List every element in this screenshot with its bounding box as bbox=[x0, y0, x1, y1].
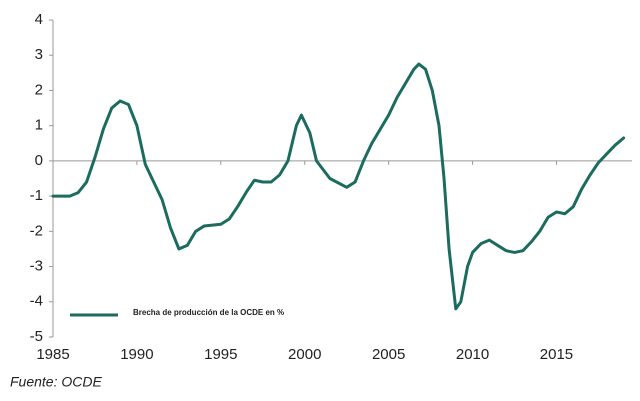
source: Fuente: OCDE bbox=[10, 374, 102, 390]
x-tick-label: 2000 bbox=[288, 346, 321, 363]
legend-label: Brecha de producción de la OCDE en % bbox=[133, 308, 284, 317]
x-tick-label: 1990 bbox=[120, 346, 153, 363]
y-tick-label: -2 bbox=[30, 222, 43, 239]
x-tick-label: 1985 bbox=[36, 346, 69, 363]
y-tick-label: 0 bbox=[35, 152, 43, 169]
x-tick-label: 1995 bbox=[204, 346, 237, 363]
x-tick-label: 2005 bbox=[372, 346, 405, 363]
y-tick-label: 3 bbox=[35, 46, 43, 63]
y-tick-label: 1 bbox=[35, 117, 43, 134]
y-tick-label: -1 bbox=[30, 187, 43, 204]
y-tick-label: 4 bbox=[35, 11, 43, 28]
y-tick-label: -4 bbox=[30, 293, 43, 310]
y-tick-label: -5 bbox=[30, 328, 43, 345]
y-tick-label: 2 bbox=[35, 81, 43, 98]
x-tick-label: 2015 bbox=[540, 346, 573, 363]
x-tick-label: 2010 bbox=[456, 346, 489, 363]
y-tick-label: -3 bbox=[30, 258, 43, 275]
series-line bbox=[51, 62, 626, 311]
